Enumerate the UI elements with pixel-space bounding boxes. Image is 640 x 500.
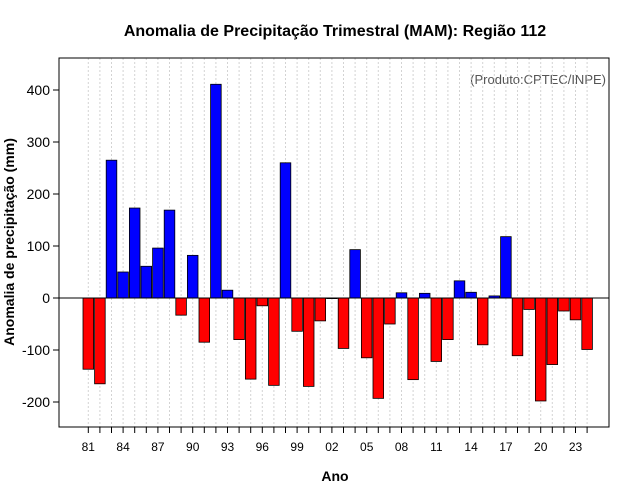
x-tick-label: 84 [116,440,130,454]
x-tick-label: 93 [221,440,235,454]
bar-1993 [221,289,234,299]
bar-2014 [465,291,477,299]
bar-1986 [140,265,153,299]
bar-1981 [82,297,95,370]
bar-2022 [558,297,570,312]
bar-1982 [94,297,106,385]
x-axis-title: Ano [321,468,348,484]
x-tick-label: 96 [256,440,270,454]
bar-1985 [128,207,141,299]
bar-1991 [198,297,211,343]
x-tick-label: 17 [499,440,513,454]
bar-1995 [244,297,257,380]
y-tick-label: 300 [27,134,51,150]
x-tick-label: 90 [186,440,200,454]
y-tick-label: -100 [22,342,50,358]
bar-2010 [418,292,431,299]
bar-2009 [407,297,419,381]
bars [82,83,593,402]
grid-lines [87,58,588,427]
bar-1987 [152,247,164,299]
bar-2017 [500,236,512,299]
chart-title: Anomalia de Precipitação Trimestral (MAM… [124,23,546,40]
y-tick-label: -200 [22,394,50,410]
bar-2023 [569,297,582,321]
bar-extra-43 [581,297,593,350]
bar-2006 [372,297,385,399]
bar-2018 [511,297,524,357]
x-tick-label: 81 [82,440,96,454]
bar-1988 [163,209,176,299]
bar-2007 [384,297,396,325]
x-tick-label: 08 [395,440,409,454]
bar-2000 [302,297,315,387]
bar-1994 [233,297,245,340]
bar-1990 [186,254,199,299]
bar-1983 [105,159,118,299]
bar-2013 [453,280,466,299]
bar-2011 [430,297,443,362]
x-tick-label: 20 [534,440,548,454]
bar-2015 [476,297,489,346]
plot-frame [58,57,610,428]
x-tick-label: 14 [464,440,478,454]
y-tick-label: 0 [42,290,50,306]
bar-2005 [360,297,373,359]
x-tick-label: 99 [290,440,304,454]
bar-1996 [256,297,269,307]
bar-1989 [175,297,187,316]
x-tick-label: 05 [360,440,374,454]
bar-2003 [337,297,350,349]
bar-2001 [314,297,327,322]
bar-2004 [349,249,361,299]
bar-2019 [523,297,535,310]
y-tick-label: 100 [27,238,51,254]
y-axis-title: Anomalia de precipitação (mm) [1,138,17,346]
bar-2012 [442,297,454,340]
x-tick-label: 23 [569,440,583,454]
y-tick-label: 400 [27,82,51,98]
x-tick-label: 02 [325,440,339,454]
bar-2008 [395,292,408,299]
x-tick-label: 11 [430,440,443,454]
bar-1999 [291,297,303,332]
bar-1997 [268,297,280,386]
x-tick-label: 87 [151,440,165,454]
bar-1998 [279,162,292,299]
bar-2021 [546,297,559,365]
y-tick-label: 200 [27,186,51,202]
bar-1992 [210,83,222,299]
bar-1984 [117,271,129,299]
axes: -200 -100 0 100 200 300 400 81 84 87 90 93 96 99 02 05 0… [22,57,610,454]
bar-2020 [535,297,547,402]
chart-annotation: (Produto:CPTEC/INPE) [470,72,606,87]
